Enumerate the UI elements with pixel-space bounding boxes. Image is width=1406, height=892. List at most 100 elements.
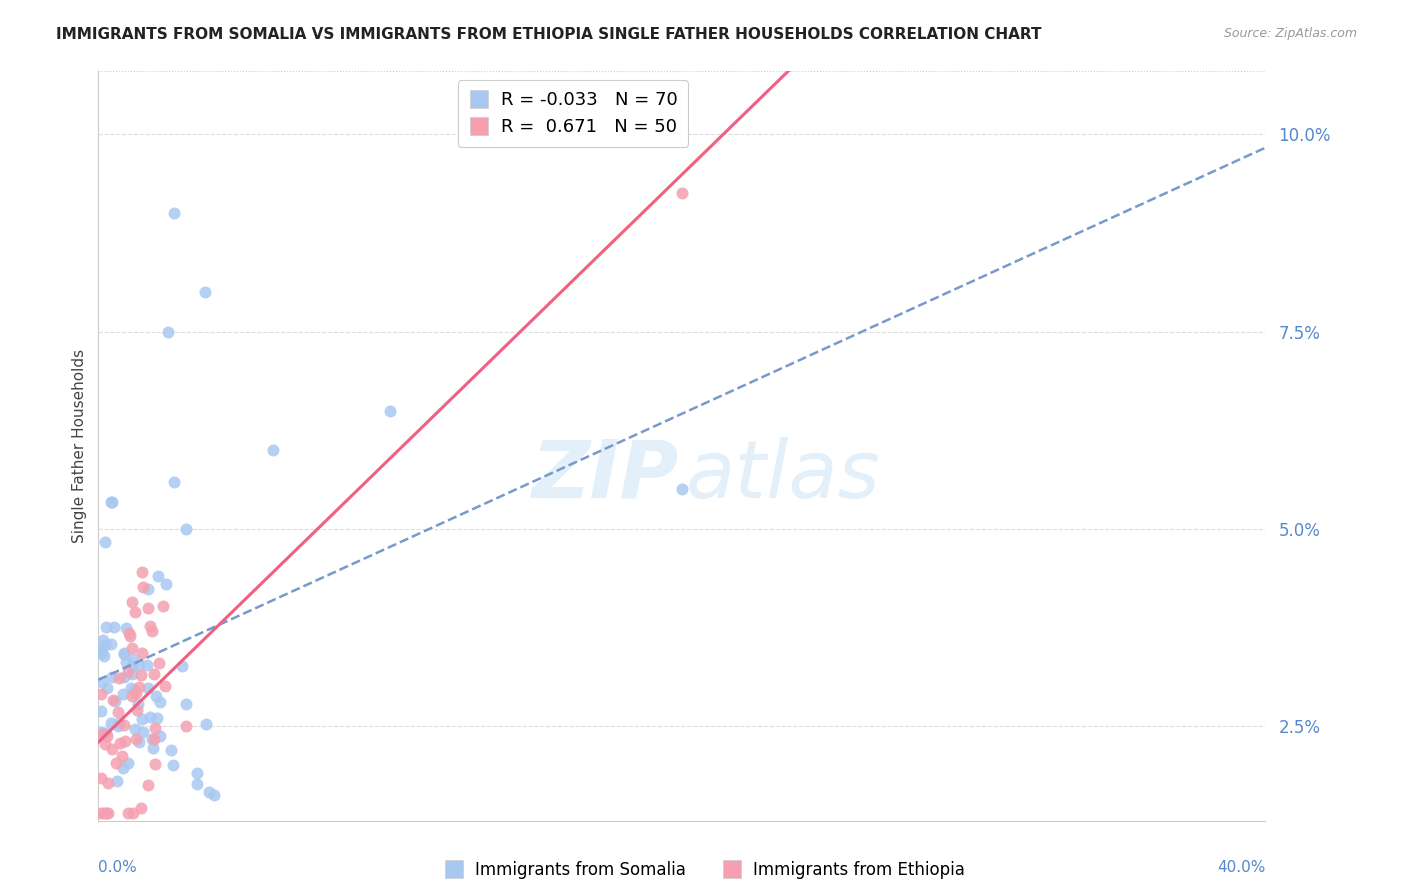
Point <box>93 534 115 549</box>
Point <box>172 659 194 673</box>
Point <box>146 711 169 725</box>
Point <box>121 667 143 681</box>
Point <box>96 681 118 695</box>
Point <box>141 732 163 747</box>
Point <box>194 285 217 300</box>
Point <box>128 734 150 748</box>
Point <box>117 756 139 770</box>
Point <box>117 805 139 820</box>
Point <box>671 186 693 200</box>
Point <box>194 716 217 731</box>
Point <box>145 689 167 703</box>
Point <box>152 599 174 613</box>
Point <box>112 718 135 732</box>
Point <box>118 629 141 643</box>
Point <box>163 206 186 220</box>
Point <box>121 595 143 609</box>
Point <box>160 742 183 756</box>
Point <box>132 725 155 739</box>
Point <box>124 686 146 700</box>
Point <box>162 758 184 772</box>
Text: 0.0%: 0.0% <box>98 860 138 875</box>
Point <box>127 697 149 711</box>
Point <box>142 731 165 746</box>
Point <box>96 620 118 634</box>
Point <box>135 658 157 673</box>
Point <box>142 667 165 681</box>
Point <box>149 729 172 743</box>
Point <box>131 647 153 661</box>
Point <box>186 766 208 780</box>
Point <box>128 681 150 695</box>
Point <box>174 718 197 732</box>
Point <box>155 577 177 591</box>
Point <box>97 776 120 790</box>
Point <box>90 646 112 660</box>
Point <box>93 649 115 664</box>
Point <box>101 670 124 684</box>
Legend: R = -0.033   N = 70, R =  0.671   N = 50: R = -0.033 N = 70, R = 0.671 N = 50 <box>457 80 689 147</box>
Point <box>91 727 114 741</box>
Point <box>114 655 136 669</box>
Point <box>136 779 159 793</box>
Point <box>141 624 163 639</box>
Point <box>138 681 160 695</box>
Text: 40.0%: 40.0% <box>1218 860 1265 875</box>
Point <box>125 731 148 746</box>
Point <box>90 725 112 739</box>
Point <box>91 633 114 648</box>
Point <box>101 693 124 707</box>
Point <box>149 695 172 709</box>
Point <box>100 637 122 651</box>
Point <box>174 697 197 711</box>
Y-axis label: Single Father Households: Single Father Households <box>72 349 87 543</box>
Point <box>121 805 143 820</box>
Point <box>107 705 129 719</box>
Point <box>121 641 143 656</box>
Point <box>124 722 146 736</box>
Point <box>121 659 143 673</box>
Point <box>90 772 112 786</box>
Text: IMMIGRANTS FROM SOMALIA VS IMMIGRANTS FROM ETHIOPIA SINGLE FATHER HOUSEHOLDS COR: IMMIGRANTS FROM SOMALIA VS IMMIGRANTS FR… <box>56 27 1042 42</box>
Point <box>139 619 162 633</box>
Point <box>131 801 153 815</box>
Legend: Immigrants from Somalia, Immigrants from Ethiopia: Immigrants from Somalia, Immigrants from… <box>434 855 972 886</box>
Point <box>93 805 115 820</box>
Point <box>101 742 124 756</box>
Text: atlas: atlas <box>685 437 880 515</box>
Point <box>143 756 166 771</box>
Point <box>112 647 135 661</box>
Point <box>120 681 142 696</box>
Point <box>136 600 159 615</box>
Point <box>124 605 146 619</box>
Point <box>107 719 129 733</box>
Point <box>139 710 162 724</box>
Point <box>105 756 128 770</box>
Point <box>105 774 128 789</box>
Point <box>132 580 155 594</box>
Point <box>131 712 153 726</box>
Point <box>112 646 135 660</box>
Point <box>100 715 122 730</box>
Text: ZIP: ZIP <box>531 437 679 515</box>
Point <box>380 403 402 417</box>
Point <box>111 749 134 764</box>
Point <box>125 703 148 717</box>
Point <box>111 687 134 701</box>
Point <box>90 687 112 701</box>
Point <box>148 657 170 671</box>
Point <box>131 565 153 579</box>
Point <box>136 582 159 596</box>
Point <box>101 494 124 508</box>
Point <box>114 734 136 748</box>
Point <box>93 737 115 751</box>
Point <box>90 674 112 689</box>
Point <box>94 725 117 739</box>
Point <box>112 670 135 684</box>
Point <box>103 620 125 634</box>
Point <box>117 665 139 680</box>
Point <box>90 642 112 657</box>
Point <box>202 789 225 803</box>
Point <box>122 683 145 698</box>
Point <box>131 667 153 681</box>
